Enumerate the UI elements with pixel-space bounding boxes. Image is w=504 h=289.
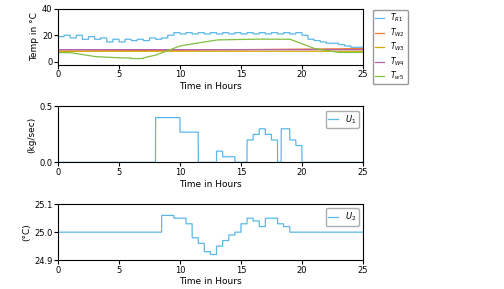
- X-axis label: Time in Hours: Time in Hours: [179, 180, 242, 189]
- Legend: $T_{R1}$, $T_{W2}$, $T_{W3}$, $T_{W4}$, $T_{w5}$: $T_{R1}$, $T_{W2}$, $T_{W3}$, $T_{W4}$, …: [373, 10, 408, 84]
- X-axis label: Time in Hours: Time in Hours: [179, 82, 242, 91]
- X-axis label: Time in Hours: Time in Hours: [179, 277, 242, 286]
- Y-axis label: (°C): (°C): [22, 223, 31, 241]
- Y-axis label: Temp in °C: Temp in °C: [30, 12, 39, 61]
- Y-axis label: (kg/sec): (kg/sec): [28, 116, 36, 153]
- Legend: $U_2$: $U_2$: [326, 208, 359, 226]
- Legend: $U_1$: $U_1$: [326, 111, 359, 128]
